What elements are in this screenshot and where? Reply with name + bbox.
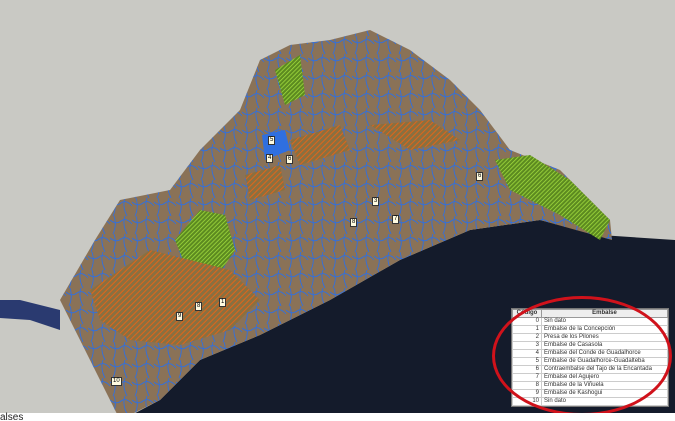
reservoir-label[interactable]: 8 bbox=[195, 302, 203, 311]
reservoir-area-ne bbox=[370, 120, 460, 150]
reservoir-label[interactable]: 6 bbox=[286, 155, 294, 164]
reservoir-label[interactable]: 9 bbox=[176, 312, 184, 321]
green-area-north bbox=[275, 55, 305, 105]
reservoir-label[interactable]: 5 bbox=[268, 136, 276, 145]
reservoir-area-sw bbox=[90, 250, 260, 345]
reservoir-label[interactable]: 6 bbox=[476, 172, 484, 181]
reservoir-label[interactable]: 7 bbox=[392, 215, 400, 224]
footer-bar: alses bbox=[0, 413, 675, 421]
reservoir-area-center bbox=[290, 125, 350, 165]
reservoir-label[interactable]: 1 bbox=[219, 298, 227, 307]
footer-text: alses bbox=[0, 412, 24, 421]
reservoir-label[interactable]: 10 bbox=[111, 377, 122, 386]
green-area-east bbox=[495, 155, 610, 240]
reservoir-area-west bbox=[245, 165, 285, 200]
sea-west bbox=[0, 300, 60, 330]
reservoir-label[interactable]: 8 bbox=[350, 218, 358, 227]
reservoir-label[interactable]: 4 bbox=[266, 154, 274, 163]
reservoir-label[interactable]: 3 bbox=[372, 197, 380, 206]
highlight-ellipse bbox=[492, 296, 672, 416]
